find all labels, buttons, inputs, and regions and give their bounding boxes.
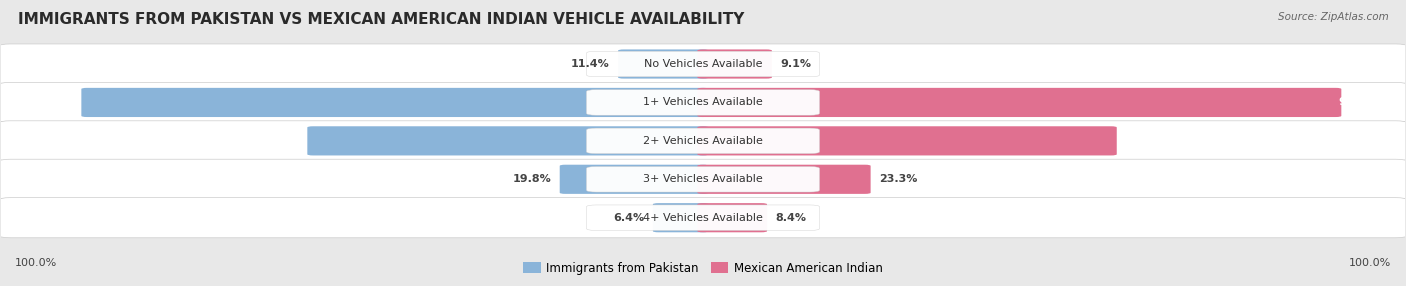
FancyBboxPatch shape [0, 82, 1406, 122]
Text: IMMIGRANTS FROM PAKISTAN VS MEXICAN AMERICAN INDIAN VEHICLE AVAILABILITY: IMMIGRANTS FROM PAKISTAN VS MEXICAN AMER… [17, 12, 744, 27]
FancyBboxPatch shape [652, 203, 709, 232]
FancyBboxPatch shape [0, 159, 1406, 199]
Text: 4+ Vehicles Available: 4+ Vehicles Available [643, 213, 763, 223]
FancyBboxPatch shape [586, 90, 820, 115]
Legend: Immigrants from Pakistan, Mexican American Indian: Immigrants from Pakistan, Mexican Americ… [517, 257, 889, 279]
FancyBboxPatch shape [0, 44, 1406, 84]
Text: 91.0%: 91.0% [1339, 98, 1378, 108]
Text: 58.7%: 58.7% [1339, 136, 1378, 146]
Text: 1+ Vehicles Available: 1+ Vehicles Available [643, 98, 763, 108]
FancyBboxPatch shape [586, 166, 820, 192]
FancyBboxPatch shape [308, 126, 709, 156]
Text: 100.0%: 100.0% [14, 257, 58, 267]
FancyBboxPatch shape [586, 128, 820, 154]
FancyBboxPatch shape [697, 126, 1116, 156]
FancyBboxPatch shape [0, 198, 1406, 238]
Text: No Vehicles Available: No Vehicles Available [644, 59, 762, 69]
FancyBboxPatch shape [82, 88, 709, 117]
Text: 6.4%: 6.4% [613, 213, 644, 223]
FancyBboxPatch shape [697, 49, 772, 79]
Text: 19.8%: 19.8% [513, 174, 551, 184]
FancyBboxPatch shape [697, 88, 1341, 117]
FancyBboxPatch shape [0, 121, 1406, 161]
Text: 8.4%: 8.4% [776, 213, 807, 223]
Text: 11.4%: 11.4% [571, 59, 610, 69]
Text: 88.6%: 88.6% [28, 98, 67, 108]
Text: 9.1%: 9.1% [780, 59, 811, 69]
Text: 56.1%: 56.1% [28, 136, 67, 146]
FancyBboxPatch shape [619, 49, 709, 79]
Text: 23.3%: 23.3% [879, 174, 918, 184]
Text: 3+ Vehicles Available: 3+ Vehicles Available [643, 174, 763, 184]
FancyBboxPatch shape [697, 165, 870, 194]
FancyBboxPatch shape [697, 203, 768, 232]
FancyBboxPatch shape [586, 51, 820, 77]
Text: 100.0%: 100.0% [1348, 257, 1392, 267]
Text: Source: ZipAtlas.com: Source: ZipAtlas.com [1278, 12, 1389, 22]
Text: 2+ Vehicles Available: 2+ Vehicles Available [643, 136, 763, 146]
FancyBboxPatch shape [586, 205, 820, 231]
FancyBboxPatch shape [560, 165, 709, 194]
